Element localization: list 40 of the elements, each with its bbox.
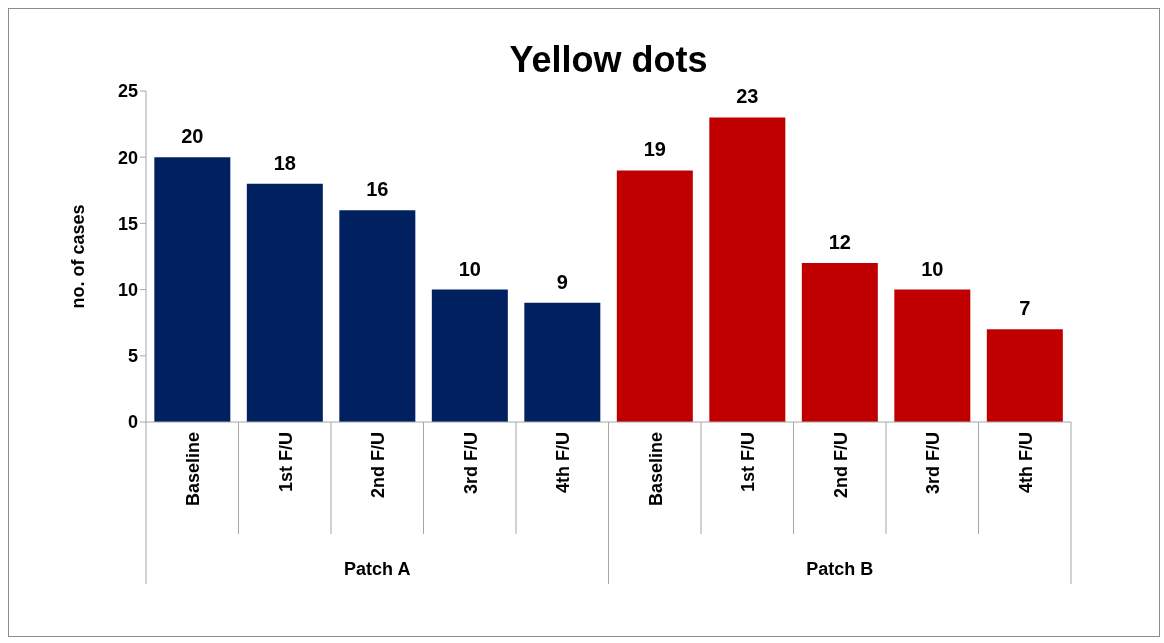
- data-label: 20: [181, 125, 204, 148]
- bar: [339, 210, 416, 422]
- x-tick-label: 2nd F/U: [368, 432, 389, 498]
- bar: [709, 117, 786, 422]
- data-label: 10: [921, 257, 944, 280]
- y-tick-label: 10: [117, 279, 138, 300]
- x-tick-label: 4th F/U: [1015, 432, 1036, 493]
- bar: [894, 289, 971, 422]
- data-label: 9: [556, 270, 568, 293]
- x-tick-label: 1st F/U: [738, 432, 759, 493]
- bar: [246, 183, 323, 422]
- data-label: 19: [643, 138, 666, 161]
- data-label: 7: [1019, 297, 1031, 320]
- bar: [524, 302, 601, 422]
- text: Patch B: [806, 559, 874, 579]
- y-tick-label: 5: [127, 346, 138, 367]
- data-label: 16: [366, 178, 389, 201]
- data-label: 23: [736, 85, 759, 108]
- y-tick-label: 20: [117, 147, 138, 168]
- text: Patch A: [344, 559, 411, 579]
- x-tick-label: 3rd F/U: [923, 432, 944, 495]
- y-axis-title: no. of cases: [68, 204, 89, 309]
- bar: [431, 289, 508, 422]
- bar: [801, 263, 878, 422]
- x-tick-label: Baseline: [645, 432, 666, 507]
- x-tick-label: 2nd F/U: [830, 432, 851, 498]
- x-tick-label: 3rd F/U: [460, 432, 481, 495]
- x-tick-label: 1st F/U: [275, 432, 296, 493]
- x-tick-label: 4th F/U: [553, 432, 574, 493]
- data-label: 18: [273, 151, 296, 174]
- x-tick-label: Baseline: [183, 432, 204, 507]
- bar: [616, 170, 693, 422]
- bar: [154, 157, 231, 422]
- data-label: 12: [828, 231, 851, 254]
- bar: [986, 329, 1063, 422]
- y-tick-label: 15: [117, 213, 138, 234]
- data-label: 10: [458, 257, 481, 280]
- y-tick-label: 0: [127, 412, 138, 433]
- chart-title: Yellow dots: [508, 39, 709, 81]
- y-tick-label: 25: [117, 81, 138, 102]
